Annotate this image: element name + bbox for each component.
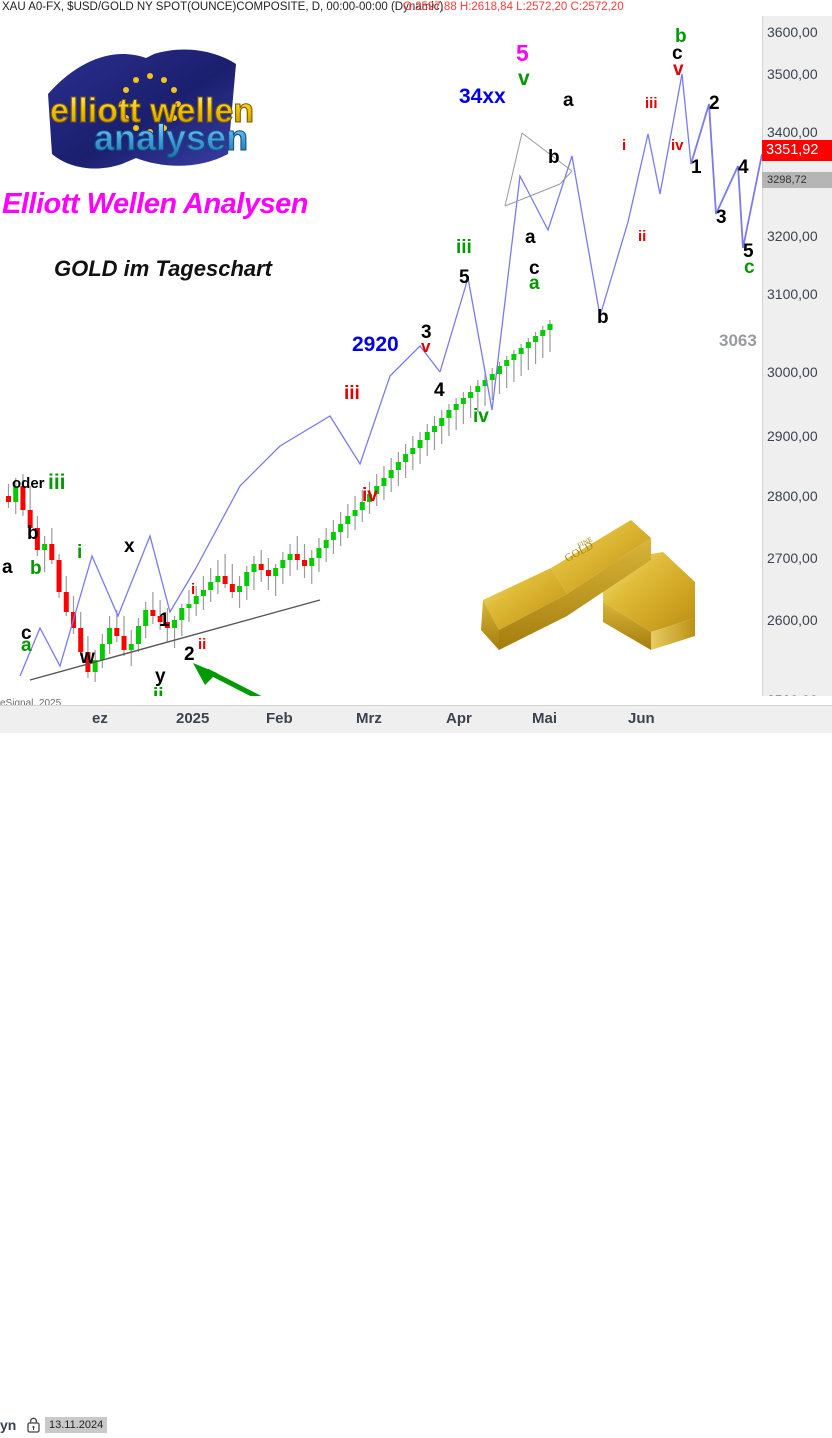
wave-label: ii xyxy=(153,685,164,696)
current-price-tag: 3351,92 xyxy=(762,140,832,161)
wave-label: y xyxy=(155,666,166,687)
wave-label: iv xyxy=(473,406,489,427)
smiley-annotation: ;-) xyxy=(226,694,249,696)
wave-label: b xyxy=(27,523,39,544)
copyright-label: eSignal, 2025 xyxy=(0,698,62,709)
wave-label: 1 xyxy=(691,157,702,178)
time-tick: Mai xyxy=(532,710,558,727)
dynamic-label: yn xyxy=(0,1417,17,1433)
ohlc-values: O:2597,88 H:2618,84 L:2572,20 C:2572,20 xyxy=(403,1,624,13)
wave-label: 4 xyxy=(434,380,445,401)
wave-label: w xyxy=(80,647,95,668)
wave-label: a xyxy=(21,635,32,656)
brand-logo: elliott wellen analysen xyxy=(22,42,294,187)
wave-label: oder xyxy=(12,475,45,492)
wave-label: a xyxy=(2,557,13,578)
wave-label: iii xyxy=(344,383,360,404)
price-tick: 2900,00 xyxy=(767,428,818,444)
wave-label: v xyxy=(421,337,431,356)
wave-label: v xyxy=(518,67,530,90)
wave-label: 4 xyxy=(738,157,749,178)
forecast-path xyxy=(690,103,762,249)
wave-label: b xyxy=(30,558,42,579)
price-tick: 2800,00 xyxy=(767,488,818,504)
wave-label: 5 xyxy=(516,40,529,66)
price-tick: 3400,00 xyxy=(767,124,818,140)
time-tick: Jun xyxy=(628,710,655,727)
price-tick: 3600,00 xyxy=(767,24,818,40)
price-tick: 3200,00 xyxy=(767,228,818,244)
wave-label: 2 xyxy=(709,93,720,114)
price-tick: 3100,00 xyxy=(767,286,818,302)
date-readout[interactable]: 13.11.2024 xyxy=(45,1417,108,1433)
wave-label: 1 xyxy=(159,610,170,631)
svg-text:analysen: analysen xyxy=(94,117,248,158)
green-arrow-annotation xyxy=(193,663,262,696)
wave-label: 5 xyxy=(459,267,470,288)
wave-label: b xyxy=(597,307,609,328)
wave-label: i xyxy=(77,542,83,563)
wave-label: c xyxy=(21,623,32,644)
wave-label: 34xx xyxy=(459,85,506,108)
gold-bars-image: FINE GOLD xyxy=(455,490,705,670)
wave-label: a xyxy=(525,227,536,248)
wave-label: i xyxy=(191,581,196,598)
price-axis[interactable]: 3600,00 3500,00 3400,00 3200,00 3100,00 3000,… xyxy=(762,16,832,708)
wave-label: a xyxy=(563,90,574,111)
lock-icon[interactable] xyxy=(26,1417,41,1433)
wave-label: c xyxy=(744,257,755,278)
price-tick: 3500,00 xyxy=(767,66,818,82)
wave-label: a xyxy=(529,273,540,294)
wave-label: c xyxy=(672,43,683,64)
time-axis[interactable]: yn 13.11.2024 ez 2025 Feb Mrz Apr Mai Jun xyxy=(0,705,832,1433)
wave-label: 2920 xyxy=(352,333,399,356)
time-tick: 2025 xyxy=(176,710,210,727)
price-tick: 3000,00 xyxy=(767,364,818,380)
price-tick: 2700,00 xyxy=(767,550,818,566)
time-tick: Mrz xyxy=(356,710,382,727)
wave-label: 3 xyxy=(716,207,727,228)
page-subtitle: GOLD im Tageschart xyxy=(54,256,273,281)
candlestick-series xyxy=(6,73,762,682)
time-tick: Apr xyxy=(446,710,472,727)
wave-label: iii xyxy=(48,471,66,494)
symbol-description: XAU A0-FX, $USD/GOLD NY SPOT(OUNCE)COMPO… xyxy=(2,1,444,13)
wave-label: iii xyxy=(645,95,658,112)
wave-label: 5 xyxy=(743,241,754,262)
wave-label: b xyxy=(675,26,687,47)
wave-label: b xyxy=(548,147,560,168)
quote-header-bar: XAU A0-FX, $USD/GOLD NY SPOT(OUNCE)COMPO… xyxy=(0,0,832,16)
wave-label: x xyxy=(124,536,135,557)
svg-text:elliott wellen: elliott wellen xyxy=(50,92,254,130)
wave-label: v xyxy=(673,59,684,80)
chart-plot-area[interactable]: FINE GOLD ;-) xyxy=(0,16,762,696)
time-tick: Feb xyxy=(266,710,293,727)
wave-label: iv xyxy=(671,137,684,154)
wave-label: iv xyxy=(362,485,378,506)
trendline-overlay xyxy=(29,132,573,681)
wave-label: iii xyxy=(456,237,472,258)
page-title: Elliott Wellen Analysen xyxy=(2,188,308,220)
wave-label: i xyxy=(622,137,627,154)
price-tick: 2600,00 xyxy=(767,612,818,628)
wave-label: 3063 xyxy=(719,331,757,350)
wave-label: c xyxy=(529,258,540,279)
wave-label: 3 xyxy=(421,322,432,343)
wave-label: ii xyxy=(638,228,647,245)
secondary-price-tag: 3298,72 xyxy=(762,172,832,188)
time-tick: ez xyxy=(92,710,108,727)
wave-label: 2 xyxy=(184,644,195,665)
wave-label: ii xyxy=(198,636,207,653)
